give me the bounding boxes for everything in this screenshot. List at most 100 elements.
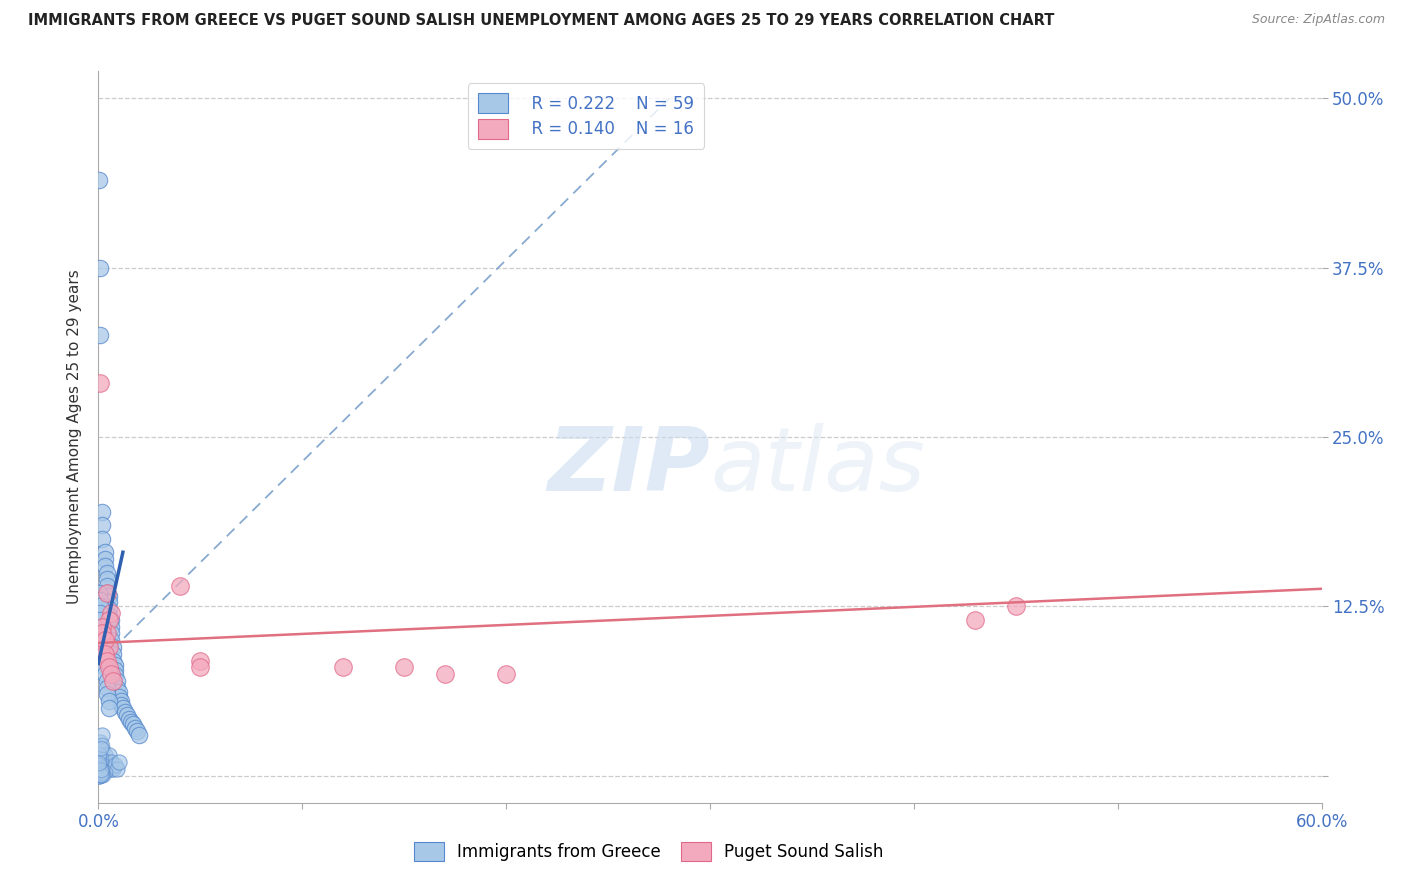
Point bbox=[332, 660, 354, 674]
Point bbox=[89, 741, 111, 756]
Point bbox=[93, 633, 115, 648]
Point bbox=[495, 667, 517, 681]
Point bbox=[120, 714, 142, 729]
Point bbox=[105, 762, 128, 776]
Point bbox=[188, 654, 212, 668]
Point bbox=[89, 748, 111, 763]
Point bbox=[89, 763, 111, 777]
Point bbox=[97, 660, 120, 674]
Point bbox=[91, 728, 114, 742]
Point bbox=[97, 640, 120, 654]
Point bbox=[91, 768, 114, 782]
Point bbox=[89, 328, 111, 343]
Point bbox=[93, 755, 115, 769]
Point bbox=[89, 613, 111, 627]
Point bbox=[93, 660, 115, 674]
Point bbox=[115, 707, 138, 722]
Point bbox=[100, 613, 122, 627]
Point bbox=[100, 620, 122, 634]
Point bbox=[89, 592, 111, 607]
Point bbox=[169, 579, 191, 593]
Point bbox=[100, 633, 122, 648]
Text: Source: ZipAtlas.com: Source: ZipAtlas.com bbox=[1251, 13, 1385, 27]
Point bbox=[105, 681, 128, 695]
Point bbox=[188, 660, 212, 674]
Point bbox=[93, 762, 115, 776]
Text: ZIP: ZIP bbox=[547, 423, 710, 510]
Point bbox=[87, 769, 110, 783]
Point bbox=[97, 608, 120, 623]
Point bbox=[100, 762, 122, 776]
Point bbox=[90, 764, 112, 779]
Point bbox=[97, 694, 120, 708]
Point bbox=[96, 572, 118, 586]
Point bbox=[965, 613, 987, 627]
Point bbox=[110, 698, 132, 713]
Point bbox=[101, 647, 124, 661]
Point bbox=[87, 767, 110, 781]
Point bbox=[89, 606, 111, 620]
Point bbox=[90, 741, 112, 756]
Point bbox=[101, 640, 124, 654]
Point bbox=[104, 668, 127, 682]
Point bbox=[104, 657, 127, 672]
Point bbox=[104, 757, 127, 772]
Point bbox=[91, 647, 114, 661]
Point bbox=[91, 768, 114, 782]
Point bbox=[91, 640, 114, 654]
Text: atlas: atlas bbox=[710, 424, 925, 509]
Point bbox=[114, 705, 136, 719]
Point bbox=[89, 751, 111, 765]
Point bbox=[93, 654, 115, 668]
Point bbox=[118, 712, 141, 726]
Point bbox=[89, 376, 111, 390]
Point bbox=[91, 626, 114, 640]
Point bbox=[108, 684, 131, 698]
Point bbox=[93, 647, 115, 661]
Point bbox=[101, 673, 124, 688]
Point bbox=[90, 756, 112, 771]
Point bbox=[91, 505, 114, 519]
Point bbox=[122, 717, 145, 731]
Point bbox=[89, 759, 111, 773]
Point bbox=[97, 701, 120, 715]
Point bbox=[91, 633, 114, 648]
Point bbox=[104, 663, 127, 677]
Point bbox=[87, 766, 110, 780]
Point bbox=[89, 761, 111, 775]
Point bbox=[93, 558, 115, 573]
Point bbox=[97, 748, 120, 763]
Point bbox=[97, 595, 120, 609]
Y-axis label: Unemployment Among Ages 25 to 29 years: Unemployment Among Ages 25 to 29 years bbox=[66, 269, 82, 605]
Point bbox=[111, 701, 134, 715]
Point bbox=[97, 757, 120, 772]
Point bbox=[90, 751, 112, 765]
Point bbox=[91, 763, 114, 777]
Point bbox=[96, 762, 118, 776]
Point bbox=[1004, 599, 1026, 614]
Point bbox=[93, 545, 115, 559]
Point bbox=[100, 667, 122, 681]
Point bbox=[89, 752, 111, 766]
Point bbox=[96, 688, 118, 702]
Point bbox=[87, 755, 110, 769]
Point bbox=[96, 579, 118, 593]
Legend: Immigrants from Greece, Puget Sound Salish: Immigrants from Greece, Puget Sound Sali… bbox=[408, 835, 890, 868]
Point bbox=[93, 552, 115, 566]
Point bbox=[90, 763, 112, 777]
Text: IMMIGRANTS FROM GREECE VS PUGET SOUND SALISH UNEMPLOYMENT AMONG AGES 25 TO 29 YE: IMMIGRANTS FROM GREECE VS PUGET SOUND SA… bbox=[28, 13, 1054, 29]
Point bbox=[96, 566, 118, 580]
Point bbox=[89, 757, 111, 772]
Point bbox=[93, 647, 115, 661]
Point bbox=[91, 620, 114, 634]
Point bbox=[90, 768, 112, 782]
Point bbox=[101, 762, 124, 776]
Point bbox=[91, 765, 114, 780]
Point bbox=[108, 755, 131, 769]
Point bbox=[91, 741, 114, 756]
Point bbox=[89, 744, 111, 758]
Point bbox=[89, 757, 111, 772]
Point bbox=[93, 748, 115, 763]
Point bbox=[96, 586, 118, 600]
Point bbox=[97, 613, 120, 627]
